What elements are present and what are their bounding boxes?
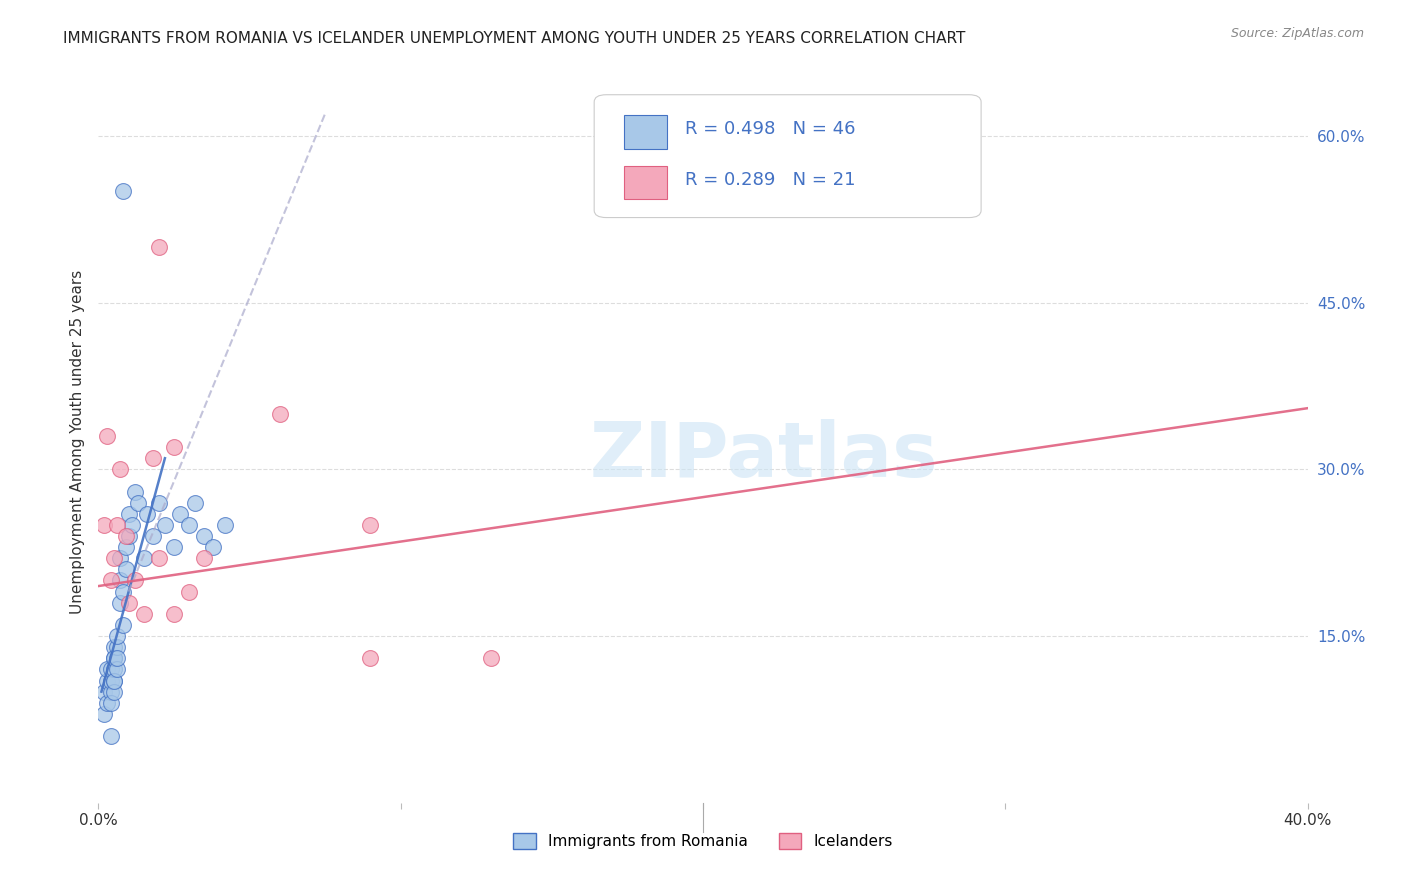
Point	[142, 529, 165, 543]
Point	[100, 684, 122, 698]
Point	[193, 551, 215, 566]
Point	[105, 640, 128, 655]
Point	[163, 540, 186, 554]
Point	[108, 462, 131, 476]
Text: Source: ZipAtlas.com: Source: ZipAtlas.com	[1230, 27, 1364, 40]
Point	[132, 551, 155, 566]
Point	[148, 496, 170, 510]
Point	[202, 540, 225, 554]
Point	[360, 651, 382, 665]
Point	[103, 651, 125, 665]
Point	[103, 640, 125, 655]
Point	[360, 517, 382, 532]
Point	[100, 696, 122, 710]
Point	[184, 496, 207, 510]
Point	[96, 429, 118, 443]
Text: R = 0.498   N = 46: R = 0.498 N = 46	[685, 120, 855, 138]
Point	[93, 517, 115, 532]
FancyBboxPatch shape	[595, 95, 981, 218]
Point	[100, 574, 122, 588]
Point	[100, 673, 122, 688]
Point	[103, 684, 125, 698]
Point	[135, 507, 157, 521]
Point	[108, 551, 131, 566]
Point	[111, 618, 134, 632]
Point	[108, 596, 131, 610]
Point	[269, 407, 291, 421]
Point	[132, 607, 155, 621]
Point	[114, 529, 136, 543]
Point	[105, 662, 128, 676]
Point	[118, 507, 141, 521]
Point	[193, 529, 215, 543]
Point	[114, 540, 136, 554]
Text: ZIPatlas: ZIPatlas	[589, 419, 938, 493]
Point	[103, 651, 125, 665]
Point	[163, 607, 186, 621]
Point	[103, 673, 125, 688]
Point	[121, 517, 143, 532]
Point	[214, 517, 236, 532]
Point	[111, 185, 134, 199]
Point	[100, 729, 122, 743]
Point	[169, 507, 191, 521]
Point	[108, 574, 131, 588]
Y-axis label: Unemployment Among Youth under 25 years: Unemployment Among Youth under 25 years	[69, 269, 84, 614]
Point	[142, 451, 165, 466]
Point	[114, 562, 136, 576]
Point	[148, 240, 170, 254]
Point	[96, 696, 118, 710]
Point	[124, 484, 146, 499]
Point	[179, 517, 201, 532]
Legend: Immigrants from Romania, Icelanders: Immigrants from Romania, Icelanders	[505, 825, 901, 856]
Point	[118, 596, 141, 610]
Text: R = 0.289   N = 21: R = 0.289 N = 21	[685, 171, 855, 189]
Point	[96, 673, 118, 688]
Point	[153, 517, 176, 532]
Point	[111, 584, 134, 599]
Point	[103, 662, 125, 676]
Point	[103, 551, 125, 566]
Point	[93, 684, 115, 698]
Point	[93, 706, 115, 721]
Text: IMMIGRANTS FROM ROMANIA VS ICELANDER UNEMPLOYMENT AMONG YOUTH UNDER 25 YEARS COR: IMMIGRANTS FROM ROMANIA VS ICELANDER UNE…	[63, 31, 966, 46]
Point	[105, 517, 128, 532]
Point	[127, 496, 149, 510]
Point	[103, 673, 125, 688]
Point	[163, 440, 186, 454]
Point	[100, 662, 122, 676]
Point	[124, 574, 146, 588]
Point	[148, 551, 170, 566]
Point	[96, 662, 118, 676]
Point	[105, 651, 128, 665]
Point	[179, 584, 201, 599]
FancyBboxPatch shape	[624, 166, 666, 200]
Point	[105, 629, 128, 643]
FancyBboxPatch shape	[624, 115, 666, 149]
Point	[118, 529, 141, 543]
Point	[481, 651, 503, 665]
